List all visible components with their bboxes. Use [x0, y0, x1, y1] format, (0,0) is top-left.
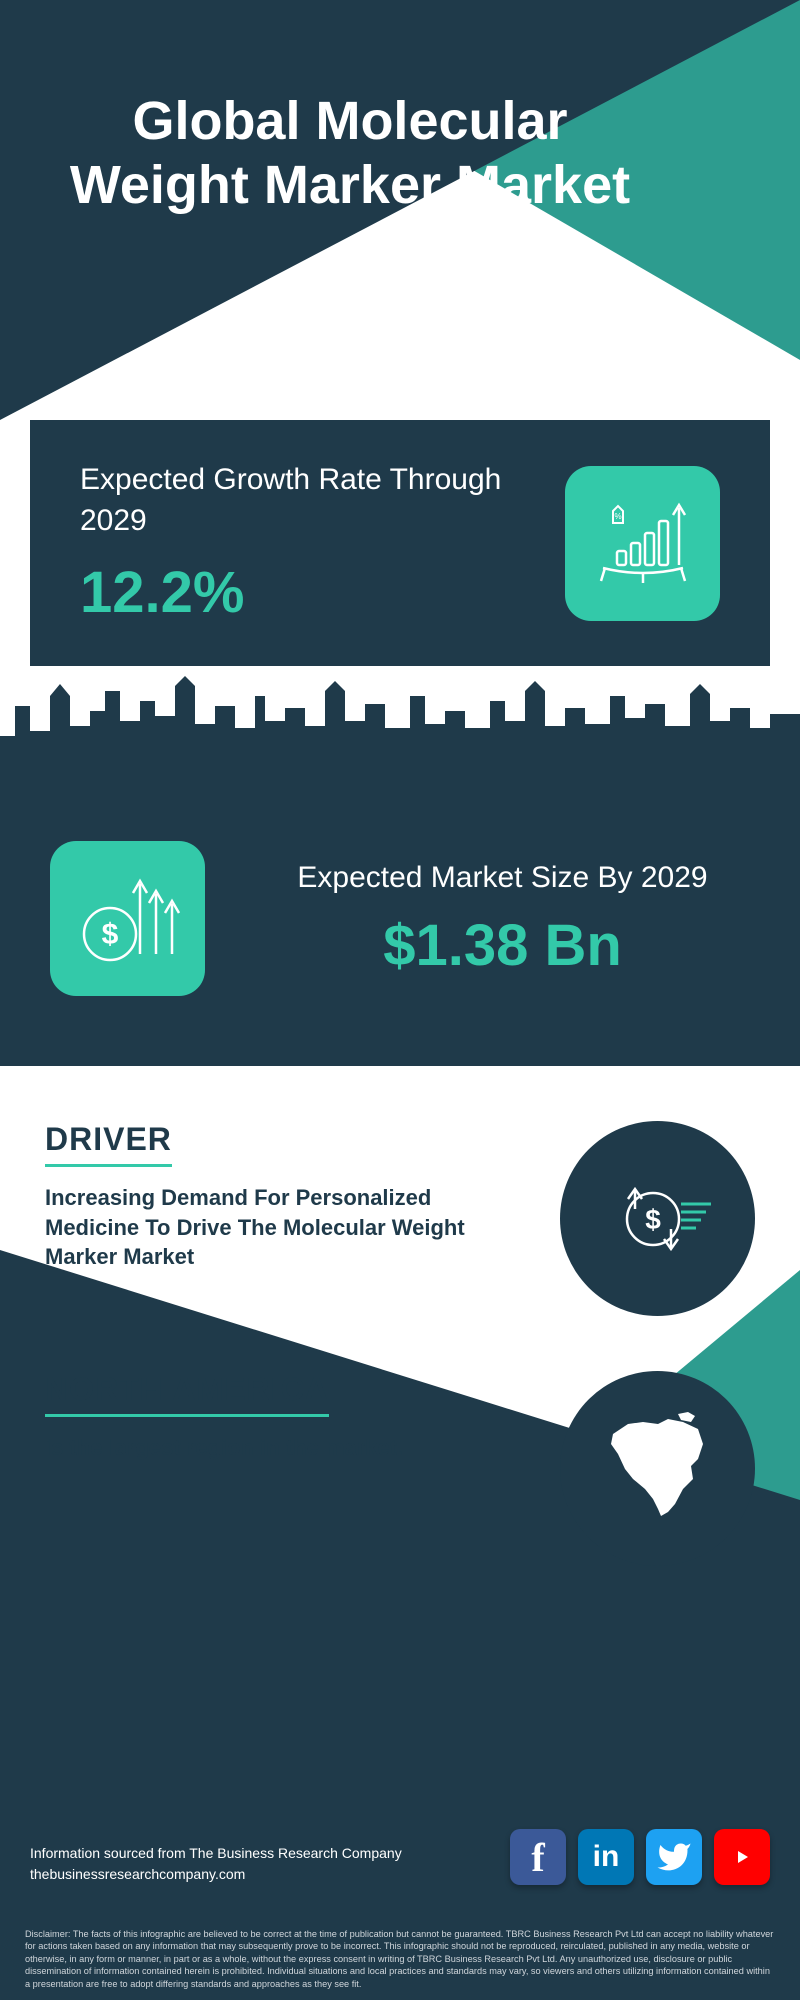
section-driver-body: Increasing Demand For Personalized Medic…	[45, 1183, 530, 1272]
section-driver-title: DRIVER	[45, 1121, 172, 1167]
title: Global Molecular Weight Marker Market	[0, 90, 700, 217]
footer-line-2: thebusinessresearchcompany.com	[30, 1864, 402, 1885]
section-driver-text: DRIVER Increasing Demand For Personalize…	[45, 1121, 530, 1272]
growth-chart-icon: %	[565, 466, 720, 621]
skyline-divider	[0, 666, 800, 786]
stat-growth-value: 12.2%	[80, 559, 565, 626]
svg-text:$: $	[645, 1204, 661, 1235]
footer-source: Information sourced from The Business Re…	[30, 1843, 402, 1885]
section-region-title: NORTH AMERICA	[45, 1371, 329, 1417]
na-map-svg	[583, 1394, 733, 1544]
section-driver: DRIVER Increasing Demand For Personalize…	[0, 1076, 800, 1326]
chart-globe-svg: %	[583, 483, 703, 603]
title-line-2: Weight Marker Market	[0, 154, 700, 218]
header: Global Molecular Weight Marker Market	[0, 0, 800, 420]
footer: Information sourced from The Business Re…	[0, 1829, 800, 1885]
youtube-icon[interactable]	[714, 1829, 770, 1885]
stat-market-label: Expected Market Size By 2029	[255, 858, 750, 899]
infographic: Global Molecular Weight Marker Market Ex…	[0, 0, 800, 2000]
skyline-svg	[0, 666, 800, 786]
section-region-body: is the largest region in the market.	[45, 1433, 530, 1463]
section-region-text: NORTH AMERICA is the largest region in t…	[45, 1371, 530, 1463]
facebook-icon[interactable]: f	[510, 1829, 566, 1885]
stat-growth-text: Expected Growth Rate Through 2029 12.2%	[80, 460, 565, 626]
dollar-arrows-svg: $	[68, 859, 188, 979]
twitter-icon[interactable]	[646, 1829, 702, 1885]
title-line-1: Global Molecular	[0, 90, 700, 154]
stat-market-size: $ Expected Market Size By 2029 $1.38 Bn	[0, 786, 800, 1066]
section-region: NORTH AMERICA is the largest region in t…	[0, 1326, 800, 1576]
stat-growth-label: Expected Growth Rate Through 2029	[80, 460, 565, 541]
dollar-arrows-icon: $	[50, 841, 205, 996]
disclaimer-text: Disclaimer: The facts of this infographi…	[25, 1928, 775, 1990]
footer-line-1: Information sourced from The Business Re…	[30, 1843, 402, 1864]
stat-market-value: $1.38 Bn	[255, 912, 750, 979]
stat-growth-rate: Expected Growth Rate Through 2029 12.2% …	[30, 420, 770, 666]
disclaimer: Disclaimer: The facts of this infographi…	[0, 1918, 800, 2000]
north-america-map-icon	[560, 1371, 755, 1566]
dollar-exchange-icon: $	[560, 1121, 755, 1316]
stat-market-text: Expected Market Size By 2029 $1.38 Bn	[255, 858, 750, 980]
svg-text:%: %	[614, 512, 621, 521]
svg-text:$: $	[101, 918, 118, 951]
social-links: f in	[510, 1829, 770, 1885]
dollar-exchange-svg: $	[593, 1154, 723, 1284]
linkedin-icon[interactable]: in	[578, 1829, 634, 1885]
